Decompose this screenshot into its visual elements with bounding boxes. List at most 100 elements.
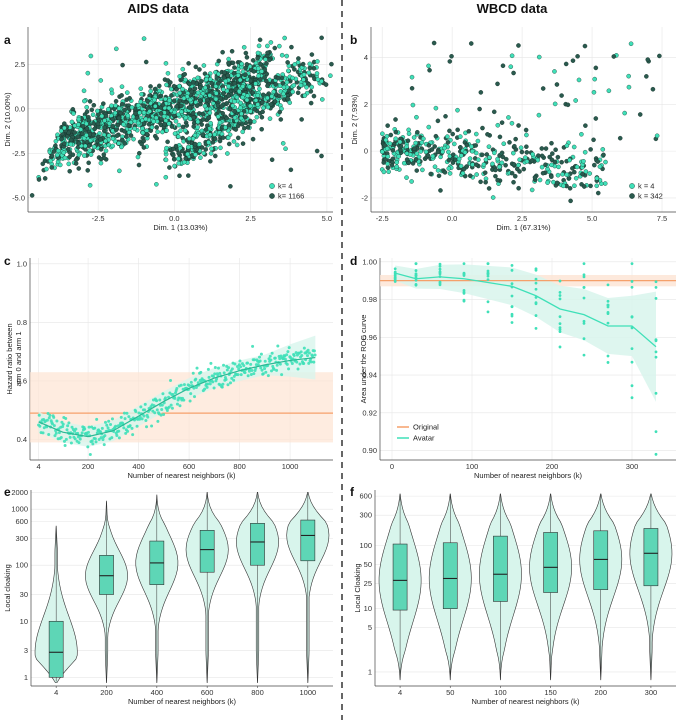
scatter-point [419, 140, 425, 145]
scatter-point [53, 138, 59, 144]
scatter-point [80, 131, 85, 137]
panel-label-b: b [350, 33, 357, 47]
legend-label: k= 4 [278, 182, 292, 191]
scatter-point [243, 50, 249, 56]
scatter-point [323, 82, 329, 87]
hr-point [101, 438, 105, 442]
scatter-point [207, 132, 213, 138]
x-tick-label: 400 [151, 688, 164, 697]
scatter-point [196, 111, 202, 116]
scatter-point [426, 63, 431, 69]
hr-point [155, 399, 159, 403]
scatter-point [300, 61, 306, 67]
scatter-point [187, 97, 193, 103]
scatter-point [459, 153, 464, 158]
scatter-point [529, 158, 535, 163]
scatter-point [308, 89, 314, 94]
scatter-point [483, 179, 488, 185]
scatter-point [197, 67, 202, 72]
scatter-point [141, 145, 147, 150]
scatter-point [119, 137, 125, 143]
x-tick-label: -2.5 [92, 214, 105, 223]
y-tick-label: 2000 [11, 488, 28, 497]
auc-point [582, 262, 586, 266]
scatter-point [163, 61, 169, 66]
scatter-point [70, 152, 76, 158]
hr-point [73, 437, 77, 441]
scatter-point [329, 61, 334, 67]
scatter-point [193, 64, 199, 70]
scatter-point [261, 92, 266, 98]
hr-point [175, 402, 179, 406]
scatter-point [153, 115, 159, 121]
hr-point [246, 374, 250, 378]
scatter-point [191, 115, 197, 120]
x-axis-title: Number of nearest neighbors (k) [474, 471, 582, 480]
scatter-point [189, 89, 195, 95]
scatter-point [258, 61, 263, 67]
scatter-point [148, 88, 153, 94]
hr-point [252, 372, 256, 376]
hr-point [103, 420, 107, 424]
scatter-point [265, 104, 271, 110]
hr-point [266, 374, 270, 378]
scatter-point [226, 141, 232, 147]
scatter-point [461, 166, 467, 172]
scatter-point [411, 135, 417, 140]
scatter-point [253, 81, 258, 86]
scatter-point [469, 144, 474, 149]
hr-point [218, 371, 222, 375]
scatter-point [171, 153, 176, 158]
scatter-point [40, 161, 46, 167]
scatter-point [280, 80, 286, 86]
x-axis-title: Dim. 1 (13.03%) [153, 223, 208, 232]
scatter-point [406, 127, 411, 133]
scatter-point [80, 123, 86, 129]
x-tick-label: 200 [546, 462, 559, 471]
scatter-point [549, 140, 554, 146]
iqr-box [199, 530, 215, 573]
hr-point [83, 427, 87, 431]
hr-point [174, 391, 178, 395]
hr-point [311, 354, 315, 358]
hr-point [100, 426, 104, 430]
hr-point [179, 383, 183, 387]
scatter-point [182, 128, 188, 133]
scatter-point [564, 172, 570, 178]
scatter-point [163, 174, 169, 180]
scatter-point [226, 56, 231, 62]
y-tick-label: 0.98 [362, 295, 377, 304]
hr-point [107, 419, 111, 423]
legend-key [629, 193, 635, 199]
scatter-point [86, 117, 92, 123]
hr-point [286, 350, 290, 354]
hr-point [309, 360, 313, 364]
scatter-point [67, 168, 72, 174]
hr-point [156, 419, 160, 423]
scatter-point [565, 102, 571, 108]
scatter-point [67, 154, 72, 160]
hr-point [206, 382, 210, 386]
hr-point [251, 344, 255, 348]
scatter-point [486, 186, 492, 191]
y-tick-label: -2.5 [12, 149, 25, 158]
hr-point [307, 351, 311, 355]
scatter-point [69, 119, 75, 125]
scatter-point [82, 143, 88, 149]
hr-point [165, 408, 169, 412]
scatter-point [203, 147, 209, 152]
hr-point [123, 417, 127, 421]
scatter-point [404, 151, 410, 156]
scatter-point [572, 183, 577, 188]
hr-point [78, 437, 82, 441]
scatter-point [256, 66, 261, 71]
scatter-point [29, 193, 35, 198]
scatter-point [292, 62, 298, 67]
scatter-point [71, 111, 76, 116]
scatter-point [192, 86, 198, 91]
scatter-point [101, 101, 106, 106]
scatter-point [259, 69, 264, 74]
auc-point [534, 287, 538, 291]
scatter-point [504, 156, 509, 162]
scatter-point [250, 58, 256, 63]
